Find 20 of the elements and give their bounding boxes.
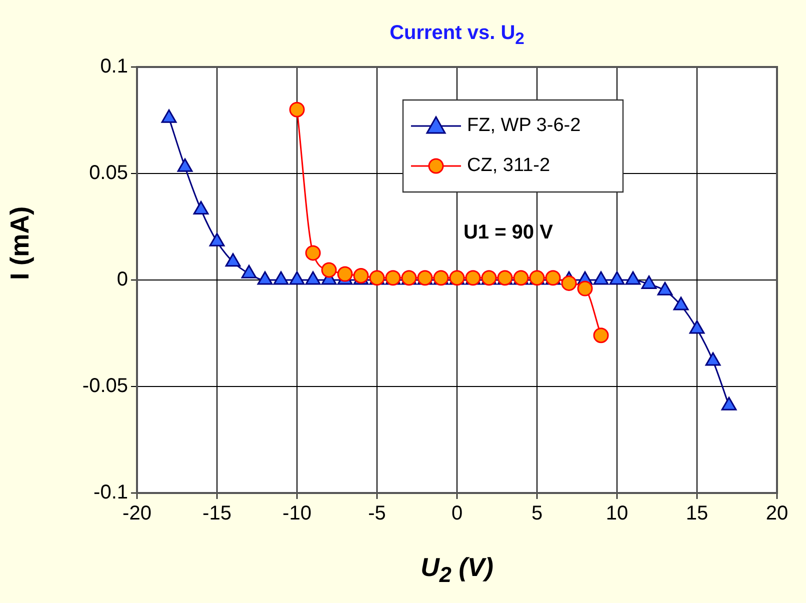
x-tick-label: -20: [122, 502, 152, 525]
x-tick-label: -15: [202, 502, 232, 525]
y-tick-label: 0.1: [100, 56, 128, 78]
x-axis-title: U$_{2}$ (V): [420, 552, 494, 588]
y-tick-label: -0.1: [94, 482, 128, 504]
x-tick-label: 20: [766, 502, 788, 525]
x-tick-label: -5: [368, 502, 386, 525]
x-tick-label: 10: [606, 502, 628, 525]
legend-label: FZ, WP 3-6-2: [467, 115, 581, 136]
chart-title: Current vs. U$_{2}$: [388, 22, 526, 49]
x-tick-label: 5: [531, 502, 543, 525]
annotation: U1 = 90 V: [463, 222, 554, 244]
x-tick-label: 0: [451, 502, 463, 525]
y-tick-label: 0: [116, 268, 128, 291]
legend-label: CZ, 311-2: [467, 155, 550, 176]
y-tick-label: 0.05: [89, 162, 128, 184]
x-tick-label: -10: [282, 502, 312, 525]
y-tick-label: -0.05: [82, 375, 128, 398]
y-axis-title: I (mA): [4, 206, 36, 280]
x-tick-label: 15: [686, 502, 708, 525]
